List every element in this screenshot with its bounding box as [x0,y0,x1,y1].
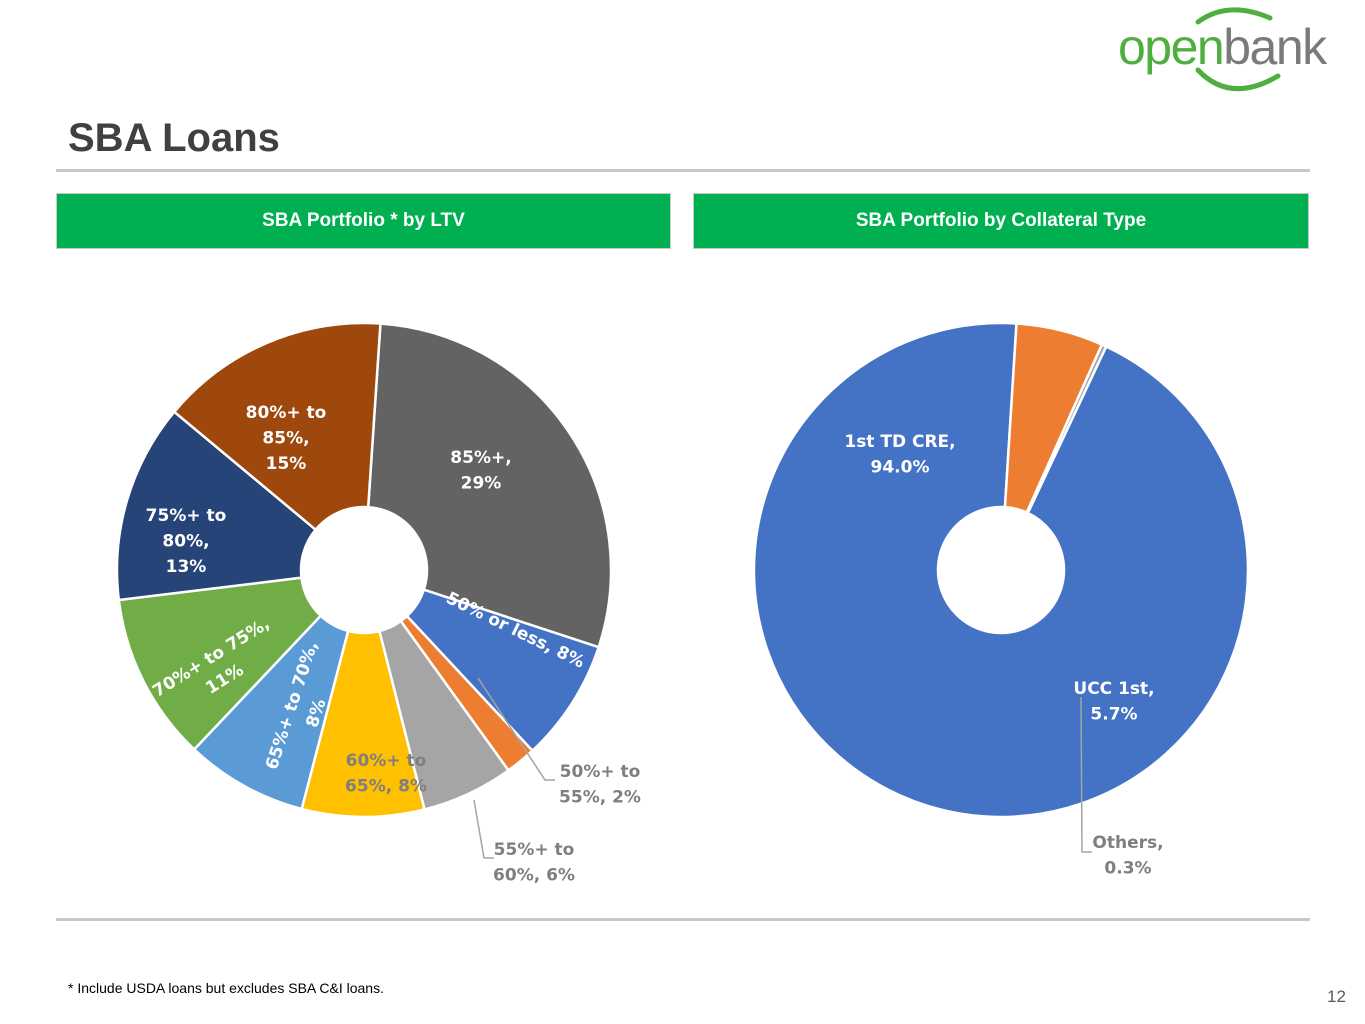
slice-70-to-75 [117,576,323,752]
slice-85 [366,322,613,649]
ltv-chart-header: SBA Portfolio * by LTV [56,193,671,249]
slice-65-to-70 [192,613,350,811]
slice-80-to-85 [172,321,382,532]
ltv-label-60-to-65: 60%+ to 65%, 8% [345,751,427,797]
collateral-label-ucc-1st: UCC 1st, 5.7% [1073,679,1154,725]
collateral-leader-others [1080,696,1092,853]
divider-bottom [56,918,1310,921]
ltv-label-55-to-60: 55%+ to 60%, 6% [493,840,575,886]
ltv-leader-55-60 [473,799,494,859]
collateral-label-1st-td-cre: 1st TD CRE, 94.0% [844,432,955,478]
logo-bank-text: bank [1223,19,1327,75]
ltv-pie-chart: 85%+, 29%50% or less, 8%50%+ to 55%, 2%55%… [115,321,641,886]
ltv-label-80-to-85: 80%+ to 85%, 15% [246,403,327,474]
ltv-label-85: 85%+, 29% [450,448,511,494]
collateral-chart-header: SBA Portfolio by Collateral Type [693,193,1309,249]
page-title: SBA Loans [68,116,280,160]
footnote: * Include USDA loans but excludes SBA C&… [68,980,384,996]
slice-60-to-65 [300,629,427,819]
ltv-label-50-to-55: 50%+ to 55%, 2% [559,762,641,808]
collateral-label-others: Others, 0.3% [1092,833,1163,879]
slice-50-or-less [405,588,601,753]
divider-top [56,169,1310,172]
collateral-pie-chart: 1st TD CRE, 94.0% UCC 1st, 5.7% Others, 0.3% [752,321,1250,879]
logo-open-text: open [1118,19,1225,75]
logo-swoosh [1195,7,1281,91]
ltv-leader-50-55 [477,677,555,781]
slice-1st-td-cre [752,321,1250,819]
slice-75-to-80 [115,410,318,602]
slice-others [1025,342,1108,515]
ltv-label-75-to-80: 75%+ to 80%, 13% [146,506,227,577]
openbank-logo: openbank [1110,4,1360,96]
page-number: 12 [1327,987,1346,1006]
